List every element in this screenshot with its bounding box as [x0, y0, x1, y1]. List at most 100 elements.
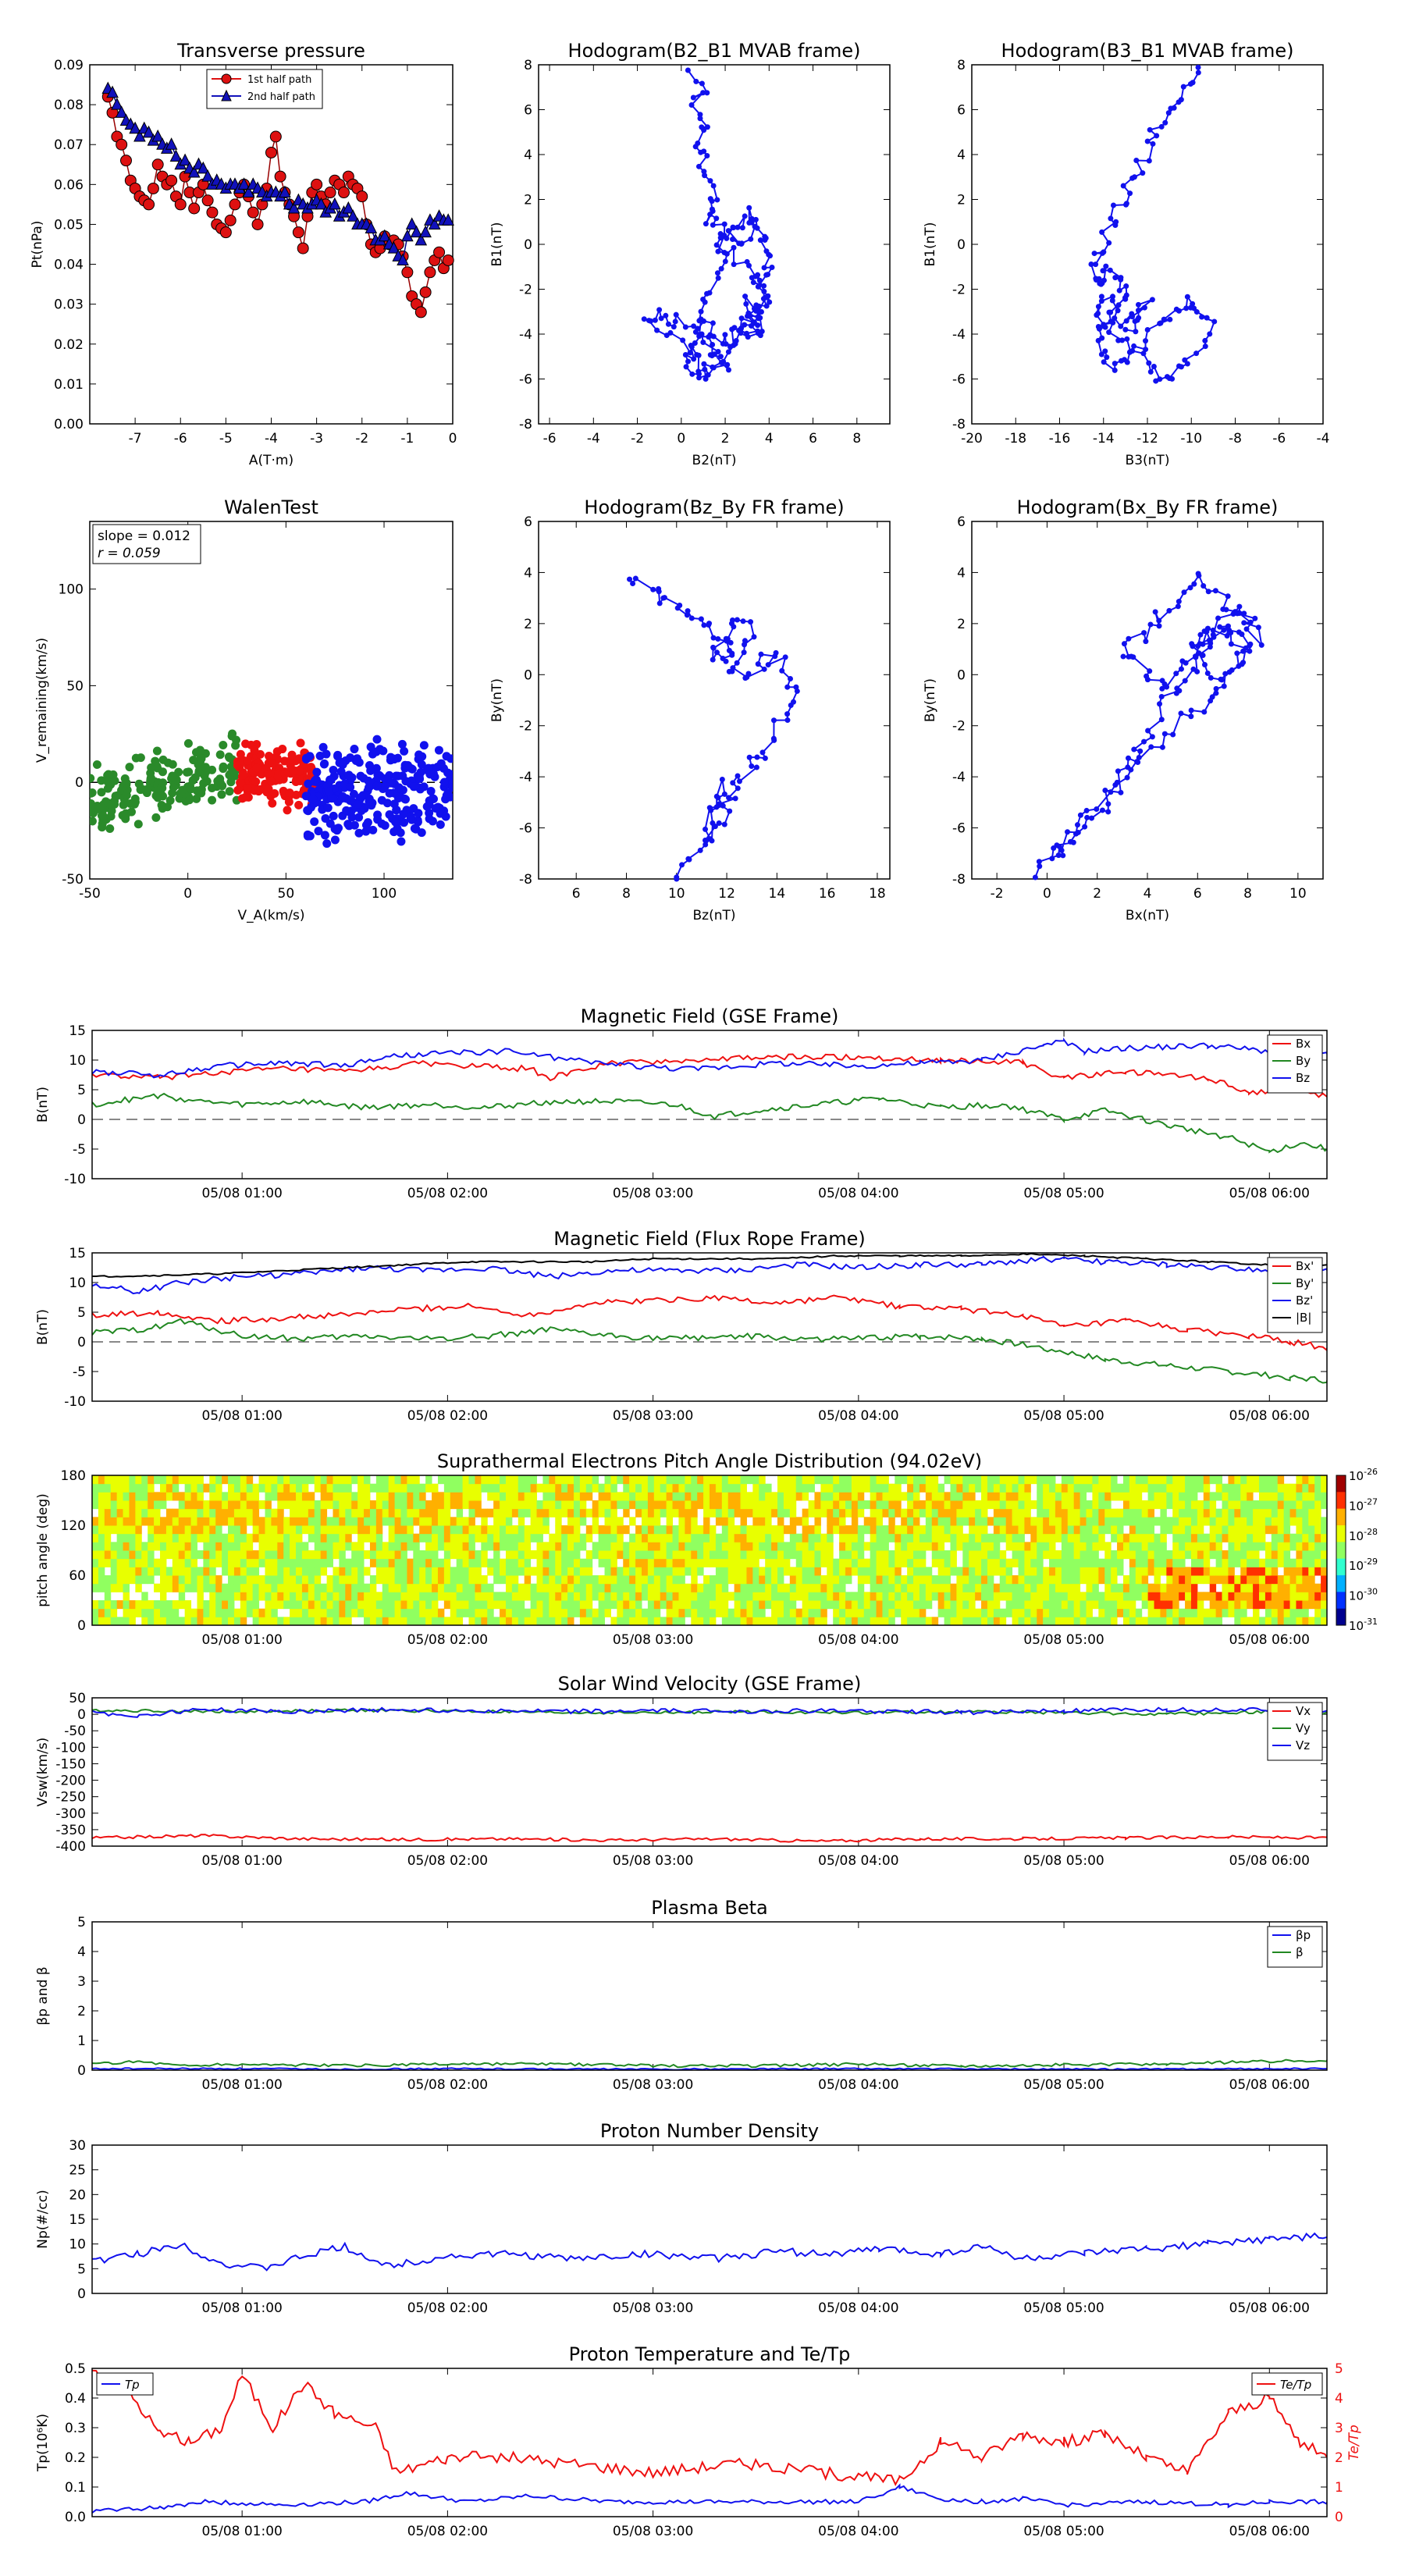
- heatmap-cell: [511, 1575, 519, 1585]
- heatmap-cell: [715, 1508, 723, 1517]
- heatmap-cell: [1012, 1475, 1019, 1485]
- heatmap-cell: [746, 1575, 753, 1585]
- heatmap-cell: [882, 1533, 889, 1542]
- hodogram-point: [742, 322, 748, 328]
- heatmap-cell: [863, 1617, 871, 1626]
- hodogram-point: [714, 197, 720, 203]
- x-tick-label: 0: [183, 886, 192, 902]
- heatmap-cell: [759, 1550, 766, 1560]
- heatmap-cell: [975, 1500, 982, 1510]
- heatmap-cell: [375, 1600, 383, 1610]
- heatmap-cell: [277, 1617, 284, 1626]
- heatmap-cell: [296, 1508, 303, 1517]
- heatmap-cell: [1271, 1608, 1279, 1617]
- heatmap-cell: [789, 1550, 797, 1560]
- heatmap-cell: [703, 1475, 710, 1485]
- heatmap-cell: [579, 1575, 587, 1585]
- hodogram-point: [699, 80, 705, 87]
- heatmap-cell: [876, 1492, 883, 1501]
- heatmap-cell: [759, 1542, 766, 1551]
- x-tick-label: 05/08 02:00: [407, 1186, 488, 1201]
- heatmap-cell: [969, 1575, 976, 1585]
- heatmap-cell: [320, 1542, 328, 1551]
- heatmap-cell: [542, 1500, 550, 1510]
- heatmap-cell: [1061, 1492, 1069, 1501]
- heatmap-cell: [931, 1517, 939, 1526]
- heatmap-cell: [154, 1525, 161, 1535]
- heatmap-cell: [1012, 1508, 1019, 1517]
- x-tick-label: -5: [219, 431, 233, 447]
- heatmap-cell: [734, 1550, 742, 1560]
- heatmap-cell: [623, 1550, 630, 1560]
- heatmap-cell: [944, 1592, 951, 1601]
- x-tick-label: 10: [1289, 886, 1307, 902]
- heatmap-cell: [518, 1517, 525, 1526]
- heatmap-cell: [178, 1550, 186, 1560]
- heatmap-cell: [950, 1542, 957, 1551]
- heatmap-cell: [308, 1600, 315, 1610]
- heatmap-cell: [505, 1558, 513, 1567]
- heatmap-cell: [339, 1533, 346, 1542]
- heatmap-cell: [808, 1567, 815, 1576]
- heatmap-cell: [647, 1600, 655, 1610]
- heatmap-cell: [944, 1575, 951, 1585]
- hodogram-point: [1127, 190, 1133, 197]
- heatmap-cell: [252, 1533, 260, 1542]
- heatmap-cell: [190, 1483, 197, 1493]
- data-point: [133, 820, 143, 829]
- heatmap-cell: [1247, 1600, 1254, 1610]
- heatmap-cell: [290, 1567, 297, 1576]
- heatmap-cell: [314, 1533, 322, 1542]
- x-tick-label: 0: [677, 431, 685, 447]
- heatmap-cell: [215, 1592, 222, 1601]
- heatmap-cell: [549, 1533, 556, 1542]
- heatmap-cell: [839, 1542, 846, 1551]
- data-point: [409, 782, 418, 792]
- hodogram-point: [1082, 824, 1088, 830]
- heatmap-cell: [184, 1583, 192, 1592]
- heatmap-cell: [184, 1575, 192, 1585]
- y-tick-label: 0.02: [54, 337, 84, 353]
- heatmap-cell: [839, 1600, 846, 1610]
- heatmap-cell: [660, 1592, 667, 1601]
- heatmap-cell: [795, 1608, 803, 1617]
- heatmap-cell: [1154, 1500, 1161, 1510]
- heatmap-cell: [290, 1558, 297, 1567]
- heatmap-cell: [277, 1500, 284, 1510]
- heatmap-cell: [462, 1592, 470, 1601]
- heatmap-cell: [369, 1542, 377, 1551]
- heatmap-cell: [530, 1500, 538, 1510]
- heatmap-cell: [215, 1600, 222, 1610]
- heatmap-cell: [814, 1525, 821, 1535]
- heatmap-cell: [845, 1575, 852, 1585]
- hodogram-point: [713, 793, 720, 799]
- heatmap-cell: [530, 1583, 538, 1592]
- heatmap-cell: [1264, 1600, 1272, 1610]
- heatmap-cell: [777, 1583, 784, 1592]
- heatmap-cell: [1253, 1508, 1260, 1517]
- heatmap-cell: [1147, 1583, 1155, 1592]
- heatmap-cell: [1154, 1558, 1161, 1567]
- heatmap-cell: [1141, 1567, 1149, 1576]
- heatmap-cell: [1122, 1592, 1130, 1601]
- heatmap-cell: [623, 1525, 630, 1535]
- heatmap-cell: [783, 1492, 791, 1501]
- heatmap-cell: [1067, 1592, 1075, 1601]
- heatmap-cell: [851, 1483, 859, 1493]
- heatmap-cell: [765, 1617, 772, 1626]
- chart-title: WalenTest: [224, 496, 318, 518]
- data-point: [197, 785, 206, 794]
- heatmap-cell: [1247, 1583, 1254, 1592]
- data-point: [133, 129, 146, 142]
- heatmap-cell: [258, 1550, 265, 1560]
- heatmap-cell: [320, 1583, 328, 1592]
- hodogram-point: [641, 316, 647, 322]
- data-point: [428, 217, 441, 229]
- heatmap-cell: [795, 1483, 803, 1493]
- heatmap-cell: [500, 1542, 507, 1551]
- heatmap-cell: [623, 1600, 630, 1610]
- heatmap-cell: [320, 1508, 328, 1517]
- heatmap-cell: [481, 1550, 488, 1560]
- heatmap-cell: [165, 1567, 173, 1576]
